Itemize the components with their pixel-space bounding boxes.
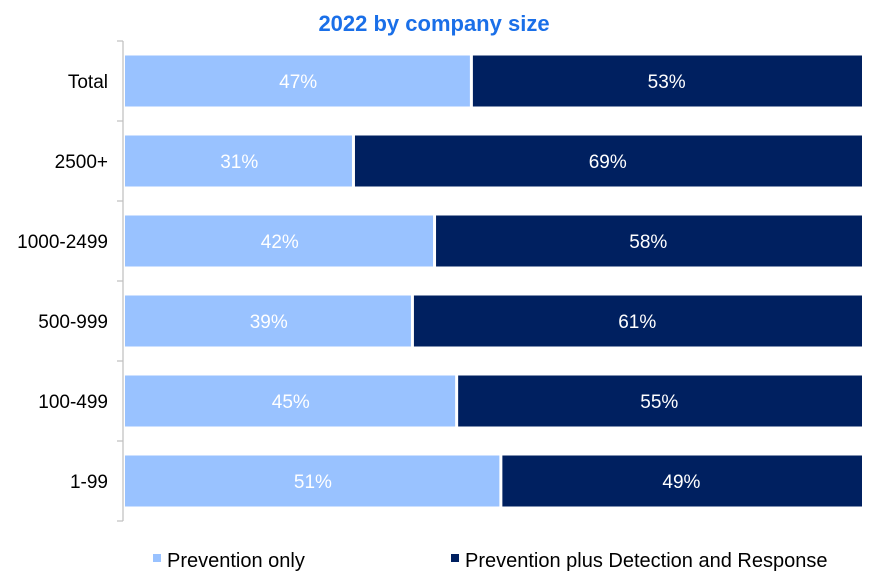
bar-segment	[125, 215, 434, 267]
data-label: 42%	[261, 232, 299, 253]
data-label: 31%	[220, 152, 258, 173]
labels: Total 47% 53% 2500+ 31% 69% 1000-2499 42% 58% 500…	[17, 72, 700, 493]
data-label: 61%	[618, 312, 656, 333]
bar-segment	[502, 455, 862, 507]
bar-segment	[354, 135, 862, 187]
data-label: 51%	[294, 472, 332, 493]
chart-title: 2022 by company size	[318, 11, 549, 36]
category-label: 1000-2499	[17, 232, 108, 253]
bar-segment	[458, 375, 862, 427]
bars	[125, 55, 862, 507]
y-axis	[117, 40, 124, 522]
bar-segment	[436, 215, 862, 267]
bar-segment	[125, 295, 411, 347]
bar-segment	[413, 295, 862, 347]
category-label: 500-999	[38, 312, 108, 333]
legend: Prevention only Prevention plus Detection…	[153, 550, 827, 572]
data-label: 55%	[640, 392, 678, 413]
category-label: 2500+	[55, 152, 108, 173]
data-label: 69%	[589, 152, 627, 173]
bar-segment	[125, 375, 456, 427]
category-label: 1-99	[70, 472, 108, 493]
data-label: 58%	[629, 232, 667, 253]
data-label: 39%	[250, 312, 288, 333]
data-label: 49%	[662, 472, 700, 493]
legend-swatch	[451, 554, 459, 562]
legend-label: Prevention plus Detection and Response	[465, 550, 827, 572]
bar-segment	[472, 55, 862, 107]
bar-segment	[125, 55, 470, 107]
data-label: 53%	[648, 72, 686, 93]
data-label: 47%	[279, 72, 317, 93]
bar-segment	[125, 455, 500, 507]
category-label: 100-499	[38, 392, 108, 413]
data-label: 45%	[272, 392, 310, 413]
category-label: Total	[68, 72, 108, 93]
bar-segment	[125, 135, 352, 187]
legend-label: Prevention only	[167, 550, 305, 572]
legend-swatch	[153, 554, 161, 562]
